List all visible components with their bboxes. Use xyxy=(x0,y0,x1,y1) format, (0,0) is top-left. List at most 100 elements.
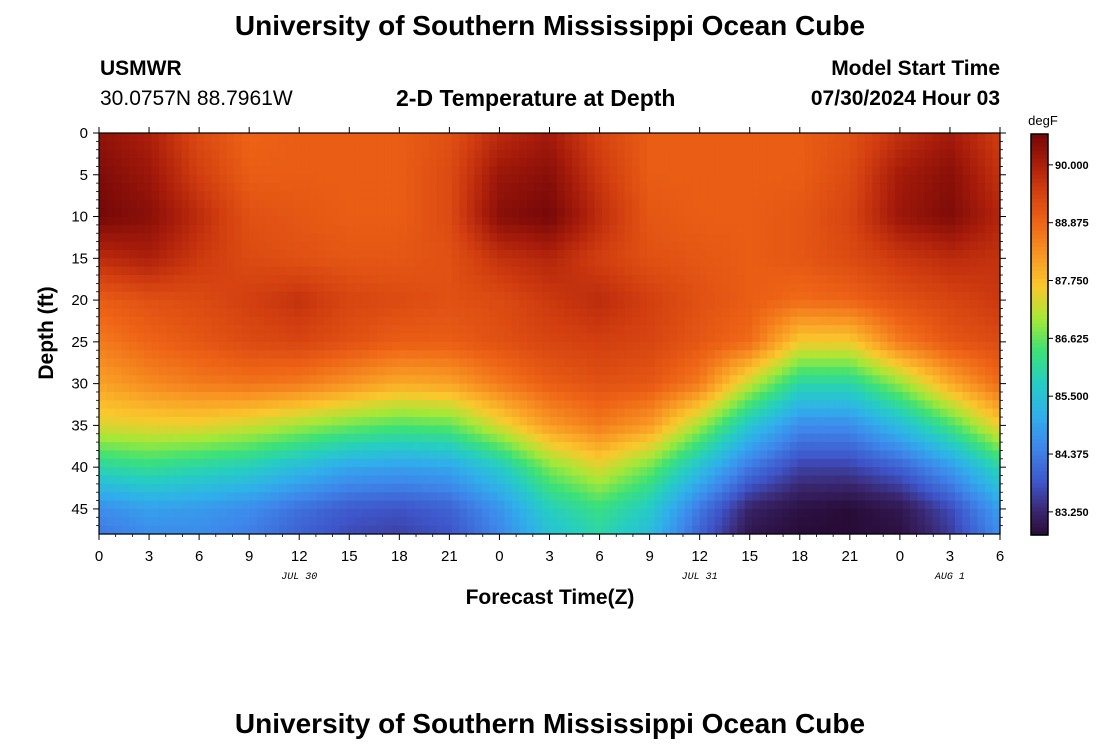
heatmap-cell xyxy=(549,174,558,184)
heatmap-cell xyxy=(234,325,243,335)
heatmap-cell xyxy=(669,450,678,460)
heatmap-cell xyxy=(632,458,641,468)
heatmap-cell xyxy=(466,258,476,268)
heatmap-cell xyxy=(932,291,941,301)
heatmap-cell xyxy=(474,433,483,443)
heatmap-cell xyxy=(932,316,941,326)
heatmap-cell xyxy=(406,325,415,335)
heatmap-cell xyxy=(797,366,806,376)
heatmap-cell xyxy=(129,191,138,201)
heatmap-cell xyxy=(872,400,881,410)
heatmap-cell xyxy=(121,350,130,360)
heatmap-cell xyxy=(361,224,370,234)
heatmap-cell xyxy=(939,199,949,209)
heatmap-cell xyxy=(819,391,828,401)
heatmap-cell xyxy=(211,442,220,452)
heatmap-cell xyxy=(939,149,949,159)
heatmap-cell xyxy=(459,183,468,193)
heatmap-cell xyxy=(159,166,168,176)
heatmap-cell xyxy=(819,325,828,335)
heatmap-cell xyxy=(819,166,828,176)
heatmap-cell xyxy=(421,191,430,201)
heatmap-cell xyxy=(106,291,115,301)
heatmap-cell xyxy=(534,325,543,335)
heatmap-cell xyxy=(99,133,108,142)
heatmap-cell xyxy=(902,358,911,368)
heatmap-cell xyxy=(534,333,543,343)
heatmap-cell xyxy=(324,375,333,385)
heatmap-cell xyxy=(211,308,220,318)
heatmap-cell xyxy=(354,316,363,326)
heatmap-cell xyxy=(812,241,821,251)
heatmap-cell xyxy=(504,333,513,343)
heatmap-cell xyxy=(346,425,355,435)
heatmap-cell xyxy=(804,375,813,385)
heatmap-cell xyxy=(436,417,445,426)
heatmap-cell xyxy=(902,408,911,418)
heatmap-cell xyxy=(391,216,400,226)
heatmap-cell xyxy=(159,400,168,410)
heatmap-cell xyxy=(429,458,438,468)
heatmap-cell xyxy=(406,475,415,485)
heatmap-cell xyxy=(984,183,994,193)
heatmap-cell xyxy=(121,266,130,276)
heatmap-cell xyxy=(894,241,903,251)
heatmap-cell xyxy=(309,249,318,259)
heatmap-cell xyxy=(797,208,806,218)
heatmap-cell xyxy=(279,300,288,310)
heatmap-cell xyxy=(339,249,348,259)
heatmap-cell xyxy=(309,183,318,193)
heatmap-cell xyxy=(136,450,145,460)
heatmap-cell xyxy=(774,158,783,168)
heatmap-cell xyxy=(264,283,273,293)
heatmap-cell xyxy=(857,266,866,276)
heatmap-cell xyxy=(909,283,919,293)
heatmap-cell xyxy=(677,199,686,209)
heatmap-cell xyxy=(977,300,986,310)
heatmap-cell xyxy=(331,375,340,385)
heatmap-cell xyxy=(511,224,521,234)
heatmap-cell xyxy=(759,408,768,418)
heatmap-cell xyxy=(587,450,596,460)
heatmap-cell xyxy=(902,458,911,468)
heatmap-cell xyxy=(729,383,738,393)
heatmap-cell xyxy=(219,375,228,385)
heatmap-cell xyxy=(294,241,303,251)
heatmap-cell xyxy=(632,283,641,293)
heatmap-cell xyxy=(436,375,445,385)
heatmap-cell xyxy=(602,325,611,335)
heatmap-cell xyxy=(857,183,866,193)
heatmap-cell xyxy=(226,283,235,293)
heatmap-cell xyxy=(857,224,866,234)
heatmap-cell xyxy=(294,283,303,293)
heatmap-cell xyxy=(977,417,986,426)
heatmap-cell xyxy=(789,258,798,268)
heatmap-cell xyxy=(316,216,325,226)
heatmap-cell xyxy=(399,300,408,310)
heatmap-cell xyxy=(121,425,130,435)
heatmap-cell xyxy=(947,208,956,218)
heatmap-cell xyxy=(339,191,348,201)
heatmap-cell xyxy=(827,158,836,168)
heatmap-cell xyxy=(887,341,896,351)
heatmap-cell xyxy=(947,383,956,393)
heatmap-cell xyxy=(962,442,971,452)
heatmap-cell xyxy=(887,283,896,293)
heatmap-cell xyxy=(234,249,243,259)
heatmap-cell xyxy=(466,158,476,168)
heatmap-cell xyxy=(737,383,746,393)
heatmap-cell xyxy=(271,224,280,234)
heatmap-cell xyxy=(219,316,228,326)
heatmap-cell xyxy=(819,141,828,151)
heatmap-cell xyxy=(196,266,205,276)
heatmap-cell xyxy=(767,233,776,243)
heatmap-cell xyxy=(752,258,761,268)
heatmap-cell xyxy=(436,283,445,293)
heatmap-cell xyxy=(722,133,731,142)
heatmap-cell xyxy=(864,316,873,326)
heatmap-cell xyxy=(564,241,573,251)
heatmap-cell xyxy=(932,325,941,335)
heatmap-cell xyxy=(189,166,198,176)
heatmap-cell xyxy=(752,275,761,284)
heatmap-cell xyxy=(887,375,896,385)
